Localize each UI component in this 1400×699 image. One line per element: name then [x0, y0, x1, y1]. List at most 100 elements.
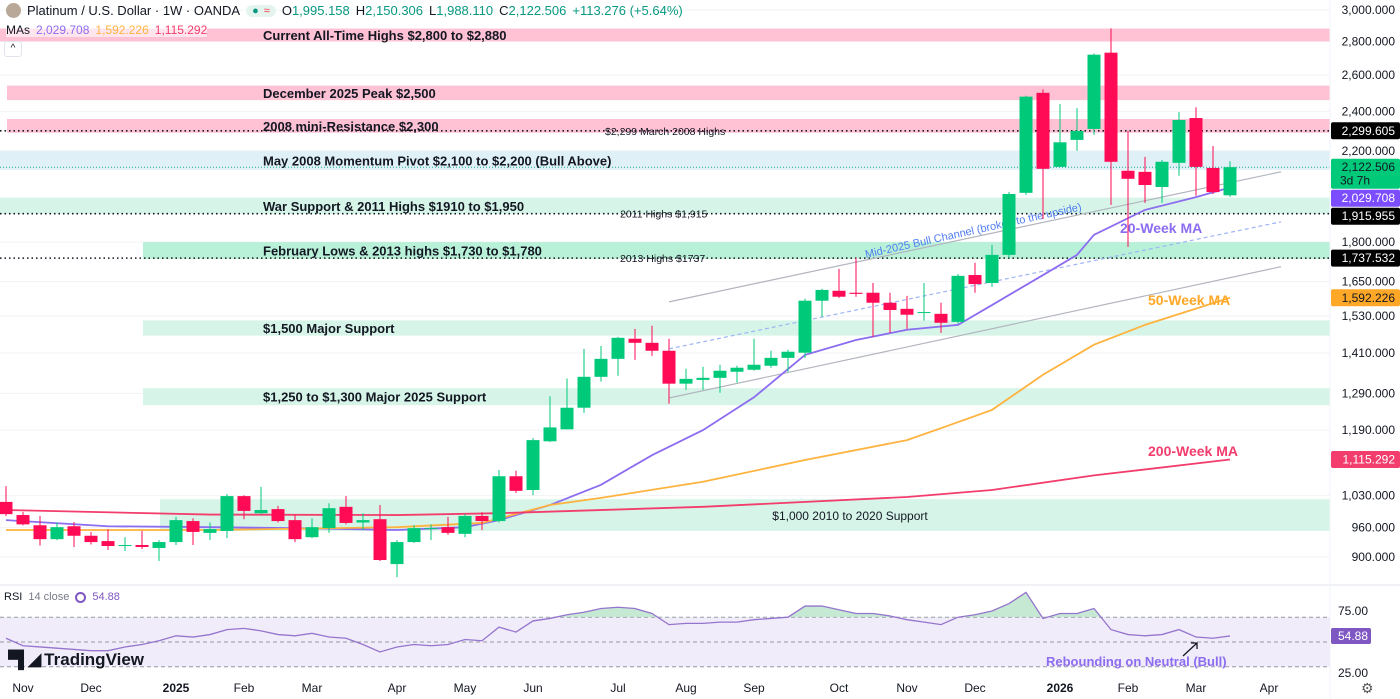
- rsi-tick-label: 25.00: [1338, 666, 1368, 680]
- market-status-pill[interactable]: ● ≈: [246, 4, 276, 17]
- candle: [832, 268, 846, 298]
- candle-body: [645, 342, 659, 351]
- candle-body: [322, 508, 336, 529]
- time-tick-label: Jul: [610, 681, 625, 695]
- countdown-label: 3d 7h: [1340, 174, 1370, 188]
- candle: [407, 525, 421, 544]
- candle-body: [288, 520, 302, 540]
- zone-label: December 2025 Peak $2,500: [263, 86, 436, 101]
- candle-body: [1138, 171, 1152, 185]
- zone-3: [0, 150, 1330, 170]
- candle-body: [254, 510, 268, 514]
- candle-body: [50, 527, 64, 540]
- candle-body: [611, 337, 625, 359]
- collapse-legend-button[interactable]: ^: [4, 41, 22, 57]
- low-value: 1,988.110: [436, 3, 494, 18]
- candle: [526, 438, 540, 496]
- candle: [254, 486, 268, 515]
- price-axis[interactable]: 3,000.000 2,800.000 2,600.000 2,400.000 2,20…: [1331, 3, 1400, 680]
- price-tag: [1331, 249, 1400, 267]
- candle: [985, 244, 999, 287]
- candle-body: [339, 506, 353, 523]
- time-tick-label: 2025: [163, 681, 190, 695]
- price-tag-label: 2,122.506: [1342, 160, 1396, 174]
- candle: [84, 531, 98, 545]
- price-tag: [1331, 207, 1400, 225]
- candle-body: [798, 300, 812, 353]
- candle: [611, 336, 625, 376]
- candle-body: [1155, 161, 1169, 187]
- annotations: 20-Week MA 50-Week MA 200-Week MA: [1120, 220, 1238, 459]
- time-tick-label: Aug: [675, 681, 696, 695]
- rsi-value-tag-label: 54.88: [1338, 629, 1368, 643]
- candle: [543, 396, 557, 443]
- candle: [67, 522, 81, 547]
- time-tick-label: Feb: [234, 681, 255, 695]
- candle-body: [237, 496, 251, 511]
- candle: [118, 537, 132, 551]
- price-tick-label: 2,200.000: [1342, 144, 1396, 158]
- candle-body: [458, 515, 472, 534]
- candle: [1019, 95, 1033, 195]
- candle-body: [985, 254, 999, 283]
- zone-label: Current All-Time Highs $2,800 to $2,880: [263, 28, 506, 43]
- price-tick-label: 1,800.000: [1342, 235, 1396, 249]
- candle: [50, 522, 64, 541]
- candle-body: [1019, 96, 1033, 193]
- candle-body: [628, 338, 642, 343]
- price-tick-label: 1,530.000: [1342, 309, 1396, 323]
- symbol-legend[interactable]: Platinum / U.S. Dollar · 1W · OANDA ● ≈ O…: [6, 3, 683, 18]
- candle-body: [118, 545, 132, 547]
- rsi-pane: [0, 591, 1330, 668]
- time-axis[interactable]: Nov Dec 2025 Feb Mar Apr May Jun Jul Aug Sep Oct Nov…: [12, 681, 1278, 695]
- candle: [390, 540, 404, 578]
- candle: [968, 262, 982, 293]
- rsi-params: 14 close: [28, 591, 70, 603]
- price-tag: [1331, 451, 1400, 469]
- rsi-legend[interactable]: RSI 14 close 54.88: [4, 591, 120, 603]
- candle-body: [33, 525, 47, 540]
- candle-body: [373, 519, 387, 561]
- price-tick-label: 1,650.000: [1342, 275, 1396, 289]
- candle: [441, 516, 455, 535]
- candle-body: [475, 515, 489, 522]
- time-tick-label: Apr: [388, 681, 407, 695]
- candle: [798, 298, 812, 358]
- zone-6: [143, 320, 1330, 336]
- symbol-title[interactable]: Platinum / U.S. Dollar · 1W · OANDA: [27, 3, 241, 18]
- time-tick-label: Oct: [830, 681, 849, 695]
- zone-label: $1,500 Major Support: [263, 321, 395, 336]
- candle: [475, 512, 489, 531]
- zone-0: [0, 28, 1330, 42]
- price-tick-label: 1,410.000: [1342, 346, 1396, 360]
- candle: [1053, 104, 1067, 167]
- time-tick-label: Mar: [302, 681, 323, 695]
- rsi-value: 54.88: [92, 591, 120, 603]
- ma-legend[interactable]: MAs 2,029.708 1,592.226 1,115.292: [6, 23, 208, 37]
- open-value: 1,995.158: [291, 3, 350, 18]
- zone-label: May 2008 Momentum Pivot $2,100 to $2,200…: [263, 153, 611, 168]
- candle: [662, 338, 676, 404]
- candle: [0, 486, 13, 516]
- zones: [0, 28, 1330, 531]
- price-tick-label: 2,800.000: [1342, 34, 1396, 48]
- candle: [101, 529, 115, 550]
- price-tick-label: 2,400.000: [1342, 104, 1396, 118]
- time-tick-label: Dec: [80, 681, 101, 695]
- candle-body: [832, 290, 846, 297]
- tradingview-logo[interactable]: ▀▌◢ TradingView: [8, 650, 144, 670]
- zone-4: [0, 197, 1330, 214]
- candle-body: [169, 520, 183, 543]
- rsi-loading-icon: [75, 591, 87, 603]
- candle: [1206, 145, 1220, 194]
- candle: [730, 365, 744, 383]
- candle: [883, 292, 897, 333]
- candle: [169, 516, 183, 546]
- price-tag-label: 2,029.708: [1342, 191, 1396, 205]
- candle-body: [407, 528, 421, 543]
- candle-body: [594, 358, 608, 377]
- level-label: $2,299 March 2008 Highs: [605, 126, 725, 138]
- gear-icon[interactable]: ⚙: [1361, 680, 1374, 696]
- candle: [1223, 161, 1237, 197]
